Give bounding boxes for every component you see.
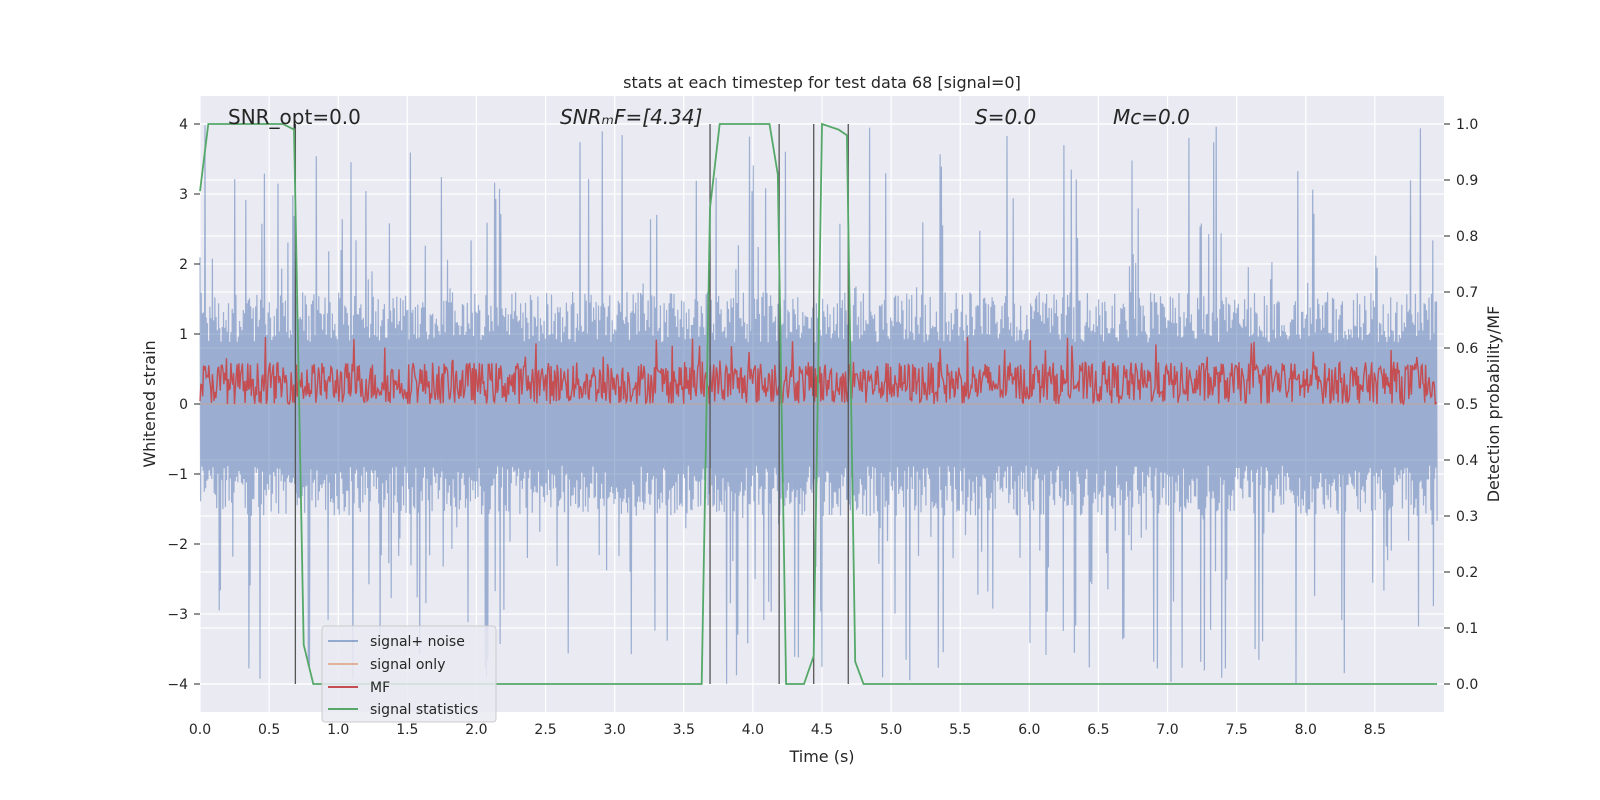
legend: signal+ noise signal only MF signal stat… bbox=[321, 625, 497, 723]
y-tick-label: −2 bbox=[167, 537, 188, 553]
legend-label-signal-statistics: signal statistics bbox=[370, 702, 478, 718]
y-tick-label: 0 bbox=[179, 397, 188, 413]
x-tick-label: 5.0 bbox=[880, 722, 902, 738]
annotation-snr-opt: SNR_opt=0.0 bbox=[228, 105, 361, 129]
y-tick-label: −1 bbox=[167, 467, 188, 483]
y2-tick-label: 0.1 bbox=[1456, 621, 1478, 637]
y-tick-label: 2 bbox=[179, 257, 188, 273]
x-tick-label: 1.5 bbox=[396, 722, 418, 738]
y-tick-label: 1 bbox=[179, 327, 188, 343]
x-tick-label: 0.0 bbox=[189, 722, 211, 738]
y2-tick-label: 0.2 bbox=[1456, 565, 1478, 581]
y2-tick-label: 0.7 bbox=[1456, 285, 1478, 301]
y2-tick-label: 0.9 bbox=[1456, 173, 1478, 189]
y-tick-label: 4 bbox=[179, 117, 188, 133]
x-tick-label: 3.5 bbox=[673, 722, 695, 738]
x-tick-label: 8.0 bbox=[1295, 722, 1317, 738]
x-tick-label: 7.5 bbox=[1226, 722, 1248, 738]
y-axis-label: Whitened strain bbox=[140, 340, 159, 467]
y2-tick-label: 0.8 bbox=[1456, 229, 1478, 245]
legend-label-mf: MF bbox=[370, 680, 390, 696]
legend-label-signal-only: signal only bbox=[370, 657, 445, 673]
x-tick-label: 8.5 bbox=[1364, 722, 1386, 738]
data-layer bbox=[199, 122, 1438, 685]
x-tick-label: 7.0 bbox=[1156, 722, 1178, 738]
y2-tick-label: 0.3 bbox=[1456, 509, 1478, 525]
y2-tick-label: 0.5 bbox=[1456, 397, 1478, 413]
annotation-s: S=0.0 bbox=[975, 105, 1036, 129]
x-axis-label: Time (s) bbox=[788, 747, 854, 766]
chart-title: stats at each timestep for test data 68 … bbox=[623, 73, 1021, 92]
y-tick-label: −3 bbox=[167, 607, 188, 623]
annotation-snr-mf: SNRₘF=[4.34] bbox=[560, 105, 702, 129]
y-tick-label: 3 bbox=[179, 187, 188, 203]
y2-tick-label: 1.0 bbox=[1456, 117, 1478, 133]
annotation-mc: Mᴄ=0.0 bbox=[1113, 105, 1190, 129]
y2-tick-label: 0.6 bbox=[1456, 341, 1478, 357]
y2-tick-label: 0.0 bbox=[1456, 677, 1478, 693]
axes: 0.0 0.5 1.0 1.5 2.0 2.5 3.0 3.5 4.0 4.5 5.0 5.5 6.0 6… bbox=[167, 117, 1478, 738]
y2-axis-label: Detection probability/MF bbox=[1484, 306, 1503, 503]
x-tick-label: 6.0 bbox=[1018, 722, 1040, 738]
x-tick-label: 4.5 bbox=[811, 722, 833, 738]
x-tick-label: 6.5 bbox=[1087, 722, 1109, 738]
x-tick-label: 2.5 bbox=[534, 722, 556, 738]
x-tick-label: 3.0 bbox=[604, 722, 626, 738]
y-tick-label: −4 bbox=[167, 677, 188, 693]
x-tick-label: 1.0 bbox=[327, 722, 349, 738]
legend-label-signal-noise: signal+ noise bbox=[370, 634, 465, 650]
series-signal-statistics bbox=[199, 122, 1438, 685]
y2-tick-label: 0.4 bbox=[1456, 453, 1478, 469]
legend-box bbox=[321, 625, 497, 723]
x-tick-label: 5.5 bbox=[949, 722, 971, 738]
x-tick-label: 2.0 bbox=[465, 722, 487, 738]
x-tick-label: 0.5 bbox=[258, 722, 280, 738]
x-tick-label: 4.0 bbox=[742, 722, 764, 738]
